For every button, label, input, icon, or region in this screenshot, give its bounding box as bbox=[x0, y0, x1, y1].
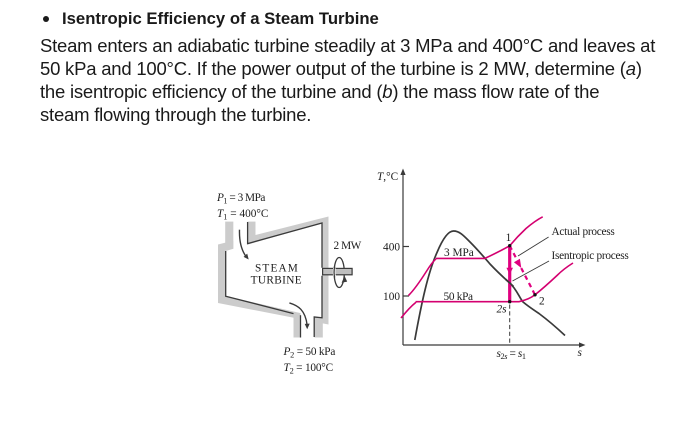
svg-text:2s: 2s bbox=[497, 304, 508, 316]
svg-text:100: 100 bbox=[383, 291, 400, 303]
svg-text:s2s = s1: s2s = s1 bbox=[497, 348, 526, 361]
svg-text:STEAM: STEAM bbox=[255, 263, 299, 275]
svg-text:P1 = 3 MPa: P1 = 3 MPa bbox=[216, 192, 265, 206]
svg-text:50 kPa: 50 kPa bbox=[444, 291, 474, 303]
svg-text:1: 1 bbox=[506, 232, 512, 244]
svg-text:P2 = 50 kPa: P2 = 50 kPa bbox=[283, 346, 336, 360]
svg-text:2 MW: 2 MW bbox=[334, 240, 362, 252]
svg-text:2: 2 bbox=[539, 296, 545, 308]
svg-text:T,°C: T,°C bbox=[377, 171, 398, 183]
svg-text:T2 = 100°C: T2 = 100°C bbox=[284, 362, 333, 376]
svg-text:T1 = 400°C: T1 = 400°C bbox=[217, 208, 268, 222]
svg-text:Actual process: Actual process bbox=[552, 226, 615, 238]
svg-text:3 MPa: 3 MPa bbox=[444, 247, 474, 259]
svg-text:TURBINE: TURBINE bbox=[251, 275, 302, 287]
svg-text:s: s bbox=[578, 347, 583, 359]
svg-text:400: 400 bbox=[383, 242, 400, 254]
svg-text:Isentropic process: Isentropic process bbox=[552, 250, 629, 262]
